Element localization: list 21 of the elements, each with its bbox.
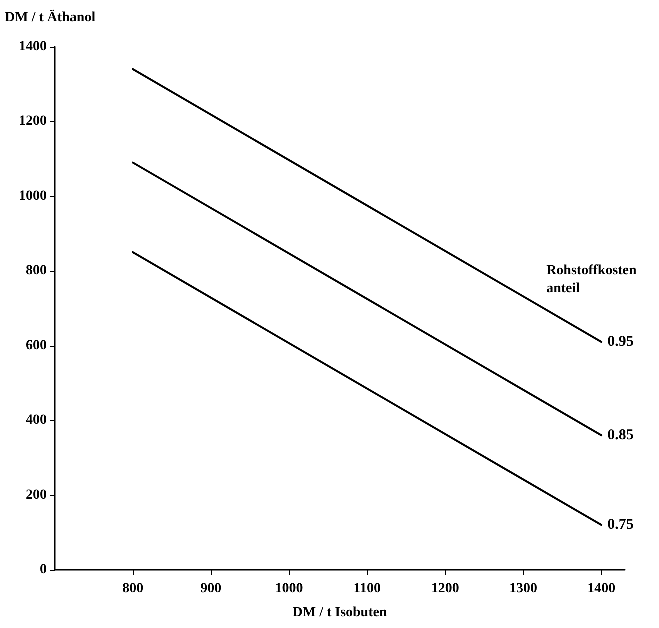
series-label: 0.85 [608,428,634,444]
x-axis-title: DM / t Isobuten [292,606,388,620]
y-tick-label: 0 [40,562,47,578]
x-tick-label: 800 [122,582,144,596]
y-tick-label: 1000 [19,188,47,204]
x-tick-label: 1400 [588,582,616,596]
series-label: 0.95 [608,334,634,350]
legend-title: Rohstoffkosten anteil [546,264,638,297]
x-tick-label: 1200 [431,582,460,596]
series-label: 0.75 [608,517,634,534]
x-tick-label: 1000 [275,582,304,596]
y-tick-label: 1400 [19,40,47,54]
y-tick-label: 800 [26,264,47,279]
x-tick-label: 1300 [509,582,538,596]
y-axis-title: DM / t Äthanol [5,10,96,26]
y-tick-label: 1200 [19,114,47,130]
x-tick-label: 900 [200,582,222,596]
y-tick-label: 600 [26,338,47,354]
x-tick-label: 1100 [354,582,381,596]
y-tick-label: 200 [26,488,47,503]
y-tick-label: 400 [26,413,47,428]
